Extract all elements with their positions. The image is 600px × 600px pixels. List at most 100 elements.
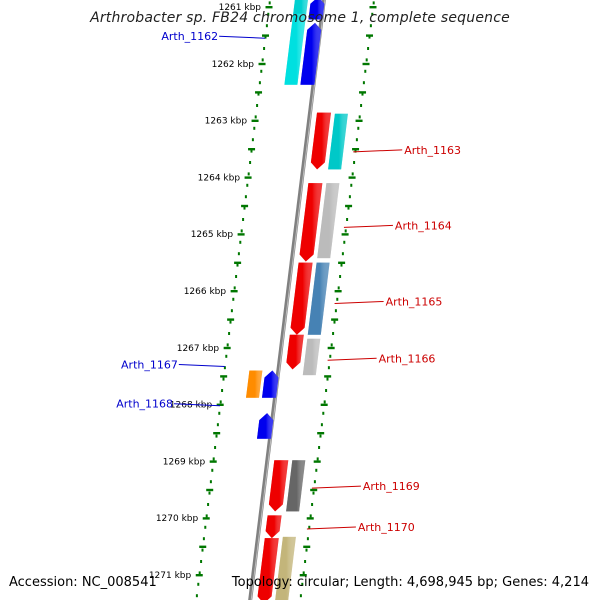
ruler-dot-left (225, 354, 228, 358)
ruler-dot-right (325, 389, 328, 392)
ruler-dot-left (211, 468, 214, 472)
ruler-tick-right (345, 204, 353, 208)
ruler-dot-left (197, 582, 200, 586)
gene-label-Arth_1164[interactable]: Arth_1164 (395, 219, 452, 232)
ruler-dot-right (316, 457, 319, 461)
ruler-tick-right (334, 290, 342, 293)
feature-shade-10 (286, 334, 304, 370)
feature-shade-2 (300, 22, 322, 85)
ruler-dot-right (360, 104, 363, 107)
gene-label-Arth_1163[interactable]: Arth_1163 (404, 144, 461, 157)
ruler-dot-right (372, 1, 375, 5)
ruler-dot-left (243, 206, 246, 210)
gene-label-layer: Arth_1162 Arth_1163 Arth_1164 Arth_1165 Arth… (116, 30, 461, 534)
ruler-dot-right (299, 594, 302, 598)
ruler-dot-left (265, 24, 268, 28)
ruler-dot-left (222, 377, 225, 381)
ruler-dot-left (201, 548, 204, 552)
ruler-tick-left (234, 261, 242, 264)
gene-label-Arth_1170[interactable]: Arth_1170 (358, 521, 415, 534)
ruler-dot-left (251, 138, 254, 142)
ruler-dot-right (343, 240, 346, 244)
ruler-dot-right (308, 525, 311, 529)
leader-line-Arth_1163 (353, 149, 403, 153)
ruler-dot-right (351, 172, 354, 176)
leader-line-Arth_1162 (219, 35, 266, 39)
backbone-line (248, 0, 326, 600)
ruler-dot-left (239, 240, 242, 244)
ruler-dot-right (301, 582, 304, 586)
accession-text: Accession: NC_008541 (9, 575, 157, 590)
ruler-tick-left (227, 318, 235, 321)
ruler-tick-right (348, 176, 356, 179)
ruler-dot-right (333, 320, 336, 324)
ruler-dot-right (371, 12, 374, 16)
ruler-dot-right (364, 69, 367, 73)
ruler-dot-right (311, 503, 314, 506)
ruler-dot-left (267, 12, 270, 16)
ruler-dot-left (228, 332, 231, 335)
ruler-dot-right (350, 183, 353, 187)
ruler-dot-right (355, 138, 358, 142)
topology-text: Topology: circular; Length: 4,698,945 bp… (231, 575, 589, 590)
tick-label-1261: 1261 kbp (219, 3, 262, 13)
ruler-dot-left (260, 69, 263, 73)
tick-label-1268: 1268 kbp (170, 401, 213, 411)
feature-shade-1 (293, 0, 308, 15)
ruler-tick-right (303, 545, 311, 548)
tick-label-1262: 1262 kbp (212, 60, 255, 70)
ruler-dot-right (304, 560, 307, 563)
gene-label-Arth_1169[interactable]: Arth_1169 (363, 480, 420, 493)
ruler-dot-right (315, 468, 318, 472)
ruler-tick-left (262, 34, 270, 37)
ruler-dot-right (313, 480, 316, 484)
feature-shade-3 (284, 13, 307, 85)
feature-shade-6 (299, 183, 323, 262)
ruler-dot-left (219, 400, 222, 404)
gene-label-Arth_1168[interactable]: Arth_1168 (116, 398, 173, 411)
ruler-dot-right (361, 92, 364, 96)
gene-label-Arth_1166[interactable]: Arth_1166 (379, 352, 436, 365)
backbone-highlight (250, 0, 326, 600)
ruler-tick-left (223, 346, 231, 350)
ruler-tick-right (313, 460, 321, 463)
ruler-tick-left (206, 488, 214, 492)
ruler-tick-left (230, 290, 238, 293)
ruler-dot-left (256, 104, 259, 107)
ruler-dot-right (340, 263, 343, 267)
leader-line-Arth_1168 (174, 403, 221, 407)
ruler-dot-left (198, 571, 201, 575)
feature-shade-5 (328, 113, 348, 170)
ruler-dot-left (232, 297, 235, 301)
gene-label-Arth_1165[interactable]: Arth_1165 (386, 295, 443, 308)
ruler-tick-left (220, 375, 228, 378)
ruler-dot-left (236, 263, 239, 267)
ruler-tick-left (258, 62, 266, 66)
ruler-dot-right (322, 411, 325, 415)
ruler-dot-left (212, 457, 215, 461)
ruler-dot-left (214, 446, 217, 449)
ruler-dot-left (205, 514, 208, 518)
ruler-dot-left (257, 92, 260, 96)
ruler-dot-left (264, 35, 267, 39)
ruler-tick-left (195, 574, 203, 577)
ruler-tick-left (216, 403, 224, 406)
ruler-dot-right (344, 229, 347, 233)
tick-label-1269: 1269 kbp (163, 457, 206, 467)
backbone-layer (248, 0, 326, 600)
ruler-tick-right (341, 233, 349, 236)
ruler-dot-left (261, 58, 264, 62)
ruler-tick-right (369, 6, 377, 9)
leader-line-Arth_1170 (306, 526, 356, 530)
ruler-tick-right (338, 261, 346, 264)
feature-shade-16 (286, 460, 306, 512)
ruler-dot-left (249, 161, 252, 164)
feature-shade-4 (310, 112, 331, 170)
ruler-tick-left (202, 517, 210, 520)
ruler-tick-left (265, 6, 273, 9)
gene-label-Arth_1167[interactable]: Arth_1167 (121, 359, 178, 372)
gene-label-Arth_1162[interactable]: Arth_1162 (161, 30, 218, 43)
ruler-dot-right (354, 149, 357, 153)
leader-line-Arth_1165 (334, 300, 384, 304)
ruler-tick-left (251, 119, 259, 122)
